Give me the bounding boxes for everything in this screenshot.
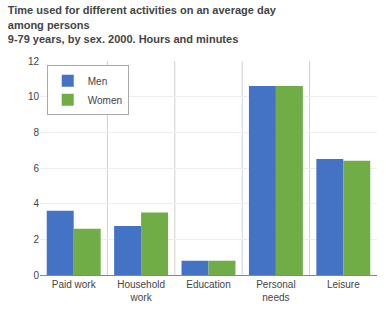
svg-text:Education: Education (186, 279, 230, 290)
svg-text:6: 6 (33, 163, 39, 174)
svg-text:Women: Women (88, 95, 122, 106)
svg-text:Leisure: Leisure (327, 279, 360, 290)
svg-text:10: 10 (28, 91, 40, 102)
svg-text:Men: Men (88, 76, 107, 87)
svg-text:Time used for different activi: Time used for different activities on an… (8, 4, 277, 45)
svg-text:8: 8 (33, 127, 39, 138)
svg-text:12: 12 (28, 56, 40, 67)
svg-text:Paid work: Paid work (52, 279, 97, 290)
svg-text:Personalneeds: Personalneeds (256, 279, 295, 303)
svg-text:4: 4 (33, 198, 39, 209)
svg-text:Householdwork: Householdwork (117, 279, 165, 303)
svg-text:2: 2 (33, 234, 39, 245)
svg-text:0: 0 (33, 270, 39, 281)
